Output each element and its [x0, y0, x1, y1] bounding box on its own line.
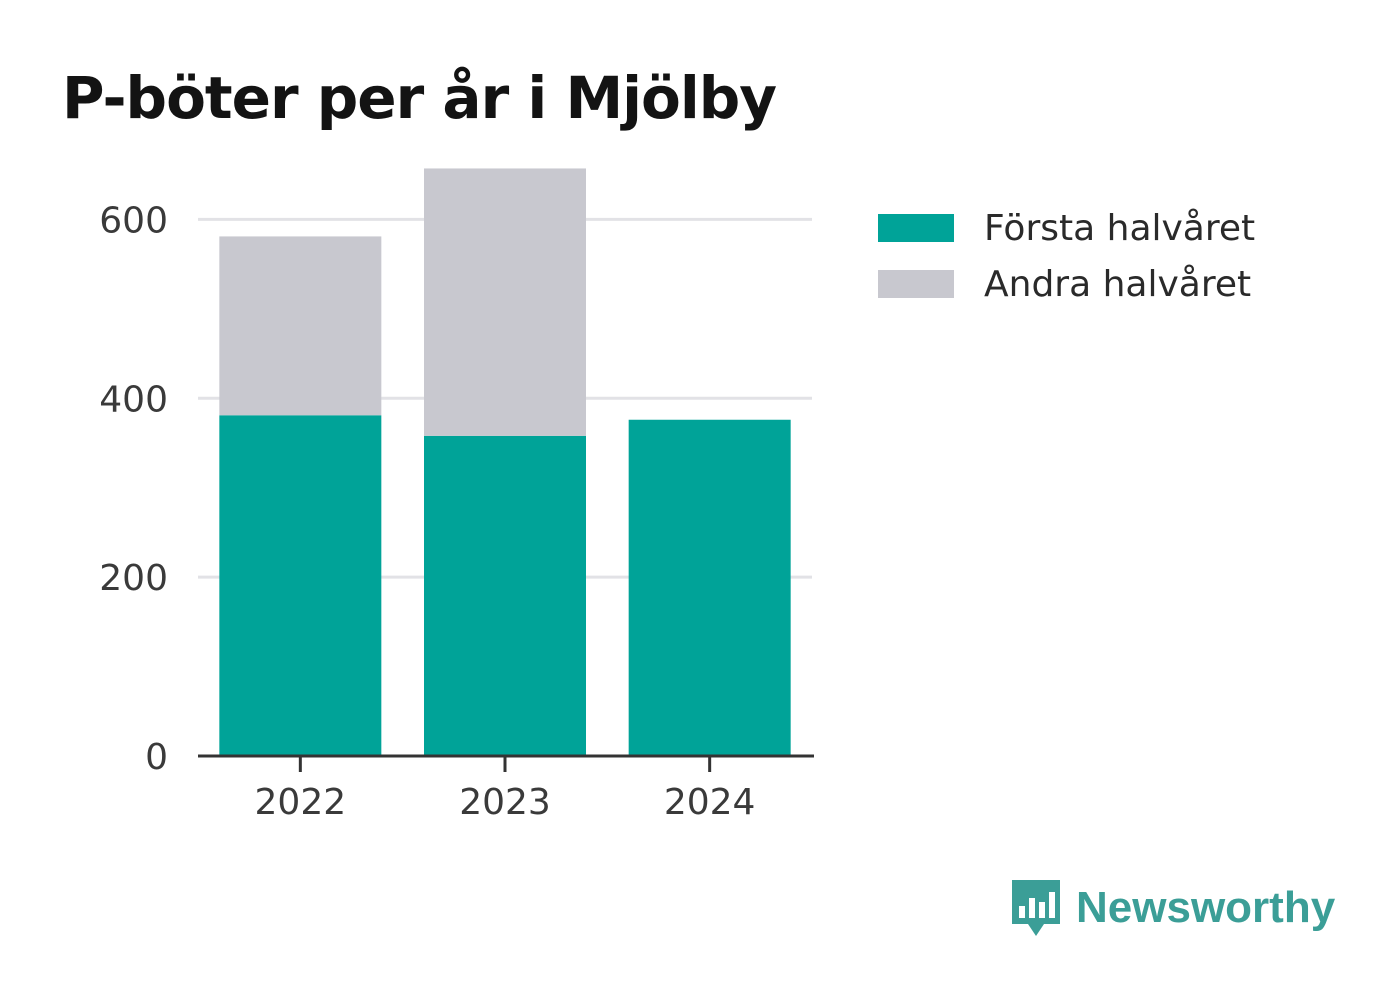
y-tick-label-600: 600 — [99, 200, 168, 241]
legend-item-first-half: Första halvåret — [878, 200, 1255, 256]
legend-label-first-half: Första halvåret — [984, 207, 1256, 249]
legend-swatch-first-half — [878, 214, 954, 242]
y-tick-label-200: 200 — [99, 558, 168, 599]
newsworthy-logo-icon — [1012, 880, 1060, 936]
x-tick-label-2022: 2022 — [255, 782, 347, 823]
chart-title: P-böter per år i Mjölby — [62, 64, 777, 132]
brand-name: Newsworthy — [1076, 883, 1336, 932]
legend: Första halvåret Andra halvåret — [878, 200, 1255, 312]
bar-2023-series-1 — [424, 168, 586, 436]
bar-2022-series-1 — [219, 236, 382, 416]
y-tick-label-0: 0 — [145, 737, 168, 778]
x-tick-label-2024: 2024 — [664, 782, 756, 823]
legend-label-second-half: Andra halvåret — [984, 263, 1252, 305]
legend-swatch-second-half — [878, 270, 954, 298]
bar-2024-series-0 — [628, 419, 791, 756]
bar-2022-series-0 — [219, 415, 382, 756]
bar-2023-series-0 — [424, 435, 586, 756]
brand-logo: Newsworthy — [1010, 878, 1335, 938]
x-tick-label-2023: 2023 — [459, 782, 551, 823]
y-tick-label-400: 400 — [99, 379, 168, 420]
legend-item-second-half: Andra halvåret — [878, 256, 1255, 312]
